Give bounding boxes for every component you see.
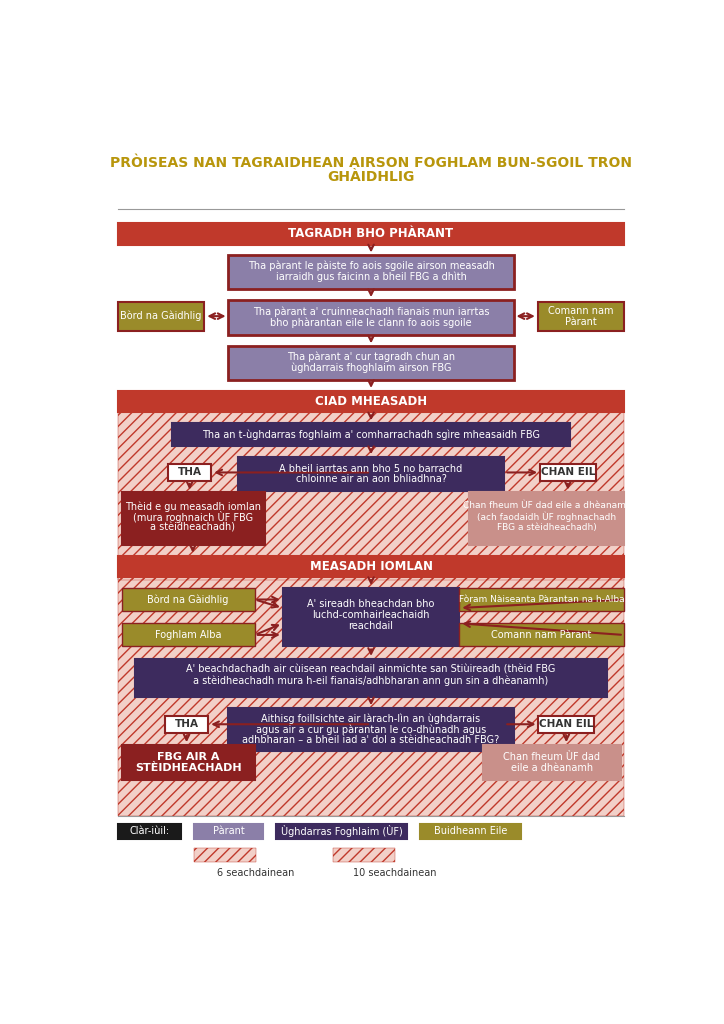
Text: A bheil iarrtas ann bho 5 no barrachd: A bheil iarrtas ann bho 5 no barrachd	[279, 464, 463, 474]
FancyBboxPatch shape	[469, 493, 625, 545]
FancyBboxPatch shape	[276, 823, 408, 839]
Text: a stèidheachadh mura h-eil fianais/adhbharan ann gun sin a dhèanamh): a stèidheachadh mura h-eil fianais/adhbh…	[193, 675, 549, 686]
FancyBboxPatch shape	[117, 413, 625, 581]
Text: Aithisg foillsichte air làrach-lìn an ùghdarrais: Aithisg foillsichte air làrach-lìn an ùg…	[261, 714, 481, 724]
Text: 6 seachdainean: 6 seachdainean	[217, 868, 294, 878]
Text: eile a dhèanamh: eile a dhèanamh	[510, 763, 593, 773]
FancyBboxPatch shape	[237, 457, 505, 490]
FancyBboxPatch shape	[135, 658, 607, 697]
Text: chloinne air an aon bhliadhna?: chloinne air an aon bhliadhna?	[295, 474, 447, 484]
Text: Comann nam Pàrant: Comann nam Pàrant	[492, 630, 592, 640]
Text: Chan fheum ÙF dad: Chan fheum ÙF dad	[503, 753, 600, 762]
Text: A' sireadh bheachdan bho: A' sireadh bheachdan bho	[308, 599, 434, 609]
FancyBboxPatch shape	[165, 716, 209, 733]
Text: Comann nam: Comann nam	[548, 306, 614, 315]
Text: luchd-comhairleachaidh: luchd-comhairleachaidh	[312, 610, 430, 620]
FancyBboxPatch shape	[117, 578, 625, 816]
Text: Fòram Nàiseanta Pàrantan na h-Alba: Fòram Nàiseanta Pàrantan na h-Alba	[459, 595, 624, 604]
Text: reachdail: reachdail	[348, 621, 394, 631]
Text: CHAN EIL: CHAN EIL	[541, 468, 595, 477]
Text: agus air a cur gu pàrantan le co-dhùnadh agus: agus air a cur gu pàrantan le co-dhùnadh…	[256, 724, 487, 735]
FancyBboxPatch shape	[229, 708, 513, 752]
Text: 10 seachdainean: 10 seachdainean	[353, 868, 437, 878]
FancyBboxPatch shape	[460, 624, 623, 646]
FancyBboxPatch shape	[539, 716, 594, 733]
Text: A' beachdachadh air cùisean reachdail ainmichte san Stiùireadh (thèid FBG: A' beachdachadh air cùisean reachdail ai…	[186, 665, 556, 675]
FancyBboxPatch shape	[420, 823, 521, 839]
Text: CIAD MHEASADH: CIAD MHEASADH	[315, 395, 427, 409]
FancyBboxPatch shape	[117, 823, 181, 839]
FancyBboxPatch shape	[333, 848, 395, 862]
FancyBboxPatch shape	[117, 556, 625, 578]
Text: Bòrd na Gàidhlig: Bòrd na Gàidhlig	[120, 311, 202, 322]
FancyBboxPatch shape	[538, 301, 625, 331]
FancyBboxPatch shape	[193, 823, 264, 839]
Text: Tha pàrant le pàiste fo aois sgoile airson measadh: Tha pàrant le pàiste fo aois sgoile airs…	[248, 261, 494, 271]
Text: Clàr-iùil:: Clàr-iùil:	[130, 826, 169, 837]
FancyBboxPatch shape	[172, 423, 571, 446]
Text: Foghlam Alba: Foghlam Alba	[155, 630, 222, 640]
FancyBboxPatch shape	[117, 301, 204, 331]
FancyBboxPatch shape	[122, 745, 255, 780]
Text: Tha pàrant a' cruinneachadh fianais mun iarrtas: Tha pàrant a' cruinneachadh fianais mun …	[253, 306, 489, 316]
Text: a stèidheachadh): a stèidheachadh)	[151, 523, 235, 532]
Text: CHAN EIL: CHAN EIL	[539, 719, 594, 729]
Text: FBG a stèidheachadh): FBG a stèidheachadh)	[497, 522, 597, 531]
FancyBboxPatch shape	[282, 588, 460, 646]
Text: adhbharan – a bheil iad a' dol a stèidheachadh FBG?: adhbharan – a bheil iad a' dol a stèidhe…	[243, 735, 500, 745]
Text: Buidheann Eile: Buidheann Eile	[434, 826, 507, 837]
Text: (ach faodaidh ÙF roghnachadh: (ach faodaidh ÙF roghnachadh	[477, 511, 617, 521]
Text: Pàrant: Pàrant	[565, 316, 597, 327]
FancyBboxPatch shape	[460, 588, 623, 611]
Text: STÈIDHEACHADH: STÈIDHEACHADH	[135, 763, 242, 773]
Text: (mura roghnaich ÙF FBG: (mura roghnaich ÙF FBG	[132, 511, 253, 523]
Text: Tha pàrant a' cur tagradh chun an: Tha pàrant a' cur tagradh chun an	[287, 351, 455, 362]
FancyBboxPatch shape	[229, 255, 513, 289]
FancyBboxPatch shape	[483, 745, 620, 780]
Text: ùghdarrais fhoghlaim airson FBG: ùghdarrais fhoghlaim airson FBG	[291, 362, 451, 373]
Text: Tha an t-ùghdarras foghlaim a' comharrachadh sgìre mheasaidh FBG: Tha an t-ùghdarras foghlaim a' comharrac…	[202, 429, 540, 440]
Text: THA: THA	[177, 468, 202, 477]
FancyBboxPatch shape	[229, 346, 513, 380]
Text: THA: THA	[174, 719, 198, 729]
FancyBboxPatch shape	[117, 391, 625, 413]
Text: GHÀIDHLIG: GHÀIDHLIG	[327, 170, 415, 183]
FancyBboxPatch shape	[193, 848, 256, 862]
FancyBboxPatch shape	[117, 223, 625, 245]
Text: Chan fheum ÙF dad eile a dhèanamh: Chan fheum ÙF dad eile a dhèanamh	[463, 501, 631, 510]
FancyBboxPatch shape	[122, 493, 265, 545]
Text: bho phàrantan eile le clann fo aois sgoile: bho phàrantan eile le clann fo aois sgoi…	[270, 317, 472, 328]
Text: FBG AIR A: FBG AIR A	[157, 753, 219, 762]
FancyBboxPatch shape	[122, 588, 255, 611]
Text: Bòrd na Gàidhlig: Bòrd na Gàidhlig	[148, 594, 229, 605]
Text: Pàrant: Pàrant	[213, 826, 244, 837]
Text: PRÒISEAS NAN TAGRAIDHEAN AIRSON FOGHLAM BUN-SGOIL TRON: PRÒISEAS NAN TAGRAIDHEAN AIRSON FOGHLAM …	[110, 156, 632, 170]
Text: Ùghdarras Foghlaim (ÙF): Ùghdarras Foghlaim (ÙF)	[281, 825, 403, 838]
FancyBboxPatch shape	[168, 464, 211, 481]
Text: MEASADH IOMLAN: MEASADH IOMLAN	[310, 560, 432, 572]
Text: Thèid e gu measadh iomlan: Thèid e gu measadh iomlan	[125, 501, 261, 512]
FancyBboxPatch shape	[540, 464, 596, 481]
Text: iarraidh gus faicinn a bheil FBG a dhìth: iarraidh gus faicinn a bheil FBG a dhìth	[276, 271, 466, 283]
FancyBboxPatch shape	[122, 624, 255, 646]
Text: TAGRADH BHO PHÀRANT: TAGRADH BHO PHÀRANT	[288, 227, 454, 241]
FancyBboxPatch shape	[229, 300, 513, 336]
